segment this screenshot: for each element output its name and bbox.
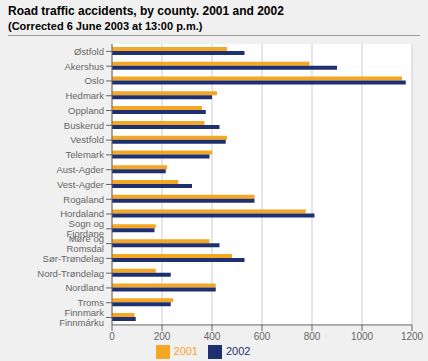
- svg-text:1000: 1000: [351, 331, 374, 342]
- svg-text:200: 200: [154, 331, 171, 342]
- svg-text:400: 400: [204, 331, 221, 342]
- svg-text:800: 800: [304, 331, 321, 342]
- svg-text:FinnmarkFinnmárku: FinnmarkFinnmárku: [59, 307, 104, 328]
- svg-text:Oslo: Oslo: [84, 75, 104, 86]
- svg-text:1200: 1200: [401, 331, 420, 342]
- svg-text:Oppland: Oppland: [68, 105, 104, 116]
- svg-text:Hedmark: Hedmark: [65, 90, 104, 101]
- svg-text:Vestfold: Vestfold: [70, 134, 104, 145]
- svg-text:Vest-Agder: Vest-Agder: [57, 179, 104, 190]
- svg-text:Aust-Agder: Aust-Agder: [56, 164, 104, 175]
- svg-text:0: 0: [109, 331, 115, 342]
- svg-text:Telemark: Telemark: [65, 149, 104, 160]
- svg-text:600: 600: [254, 331, 271, 342]
- svg-text:Buskerud: Buskerud: [64, 120, 104, 131]
- svg-text:Møre ogRomsdal: Møre ogRomsdal: [67, 233, 105, 254]
- svg-text:Østfold: Østfold: [74, 46, 104, 57]
- svg-text:Akershus: Akershus: [64, 61, 104, 72]
- svg-text:Nord-Trøndelag: Nord-Trøndelag: [37, 268, 104, 279]
- svg-text:Sør-Trøndelag: Sør-Trøndelag: [43, 253, 104, 264]
- svg-text:Rogaland: Rogaland: [63, 194, 104, 205]
- svg-text:Nordland: Nordland: [65, 282, 104, 293]
